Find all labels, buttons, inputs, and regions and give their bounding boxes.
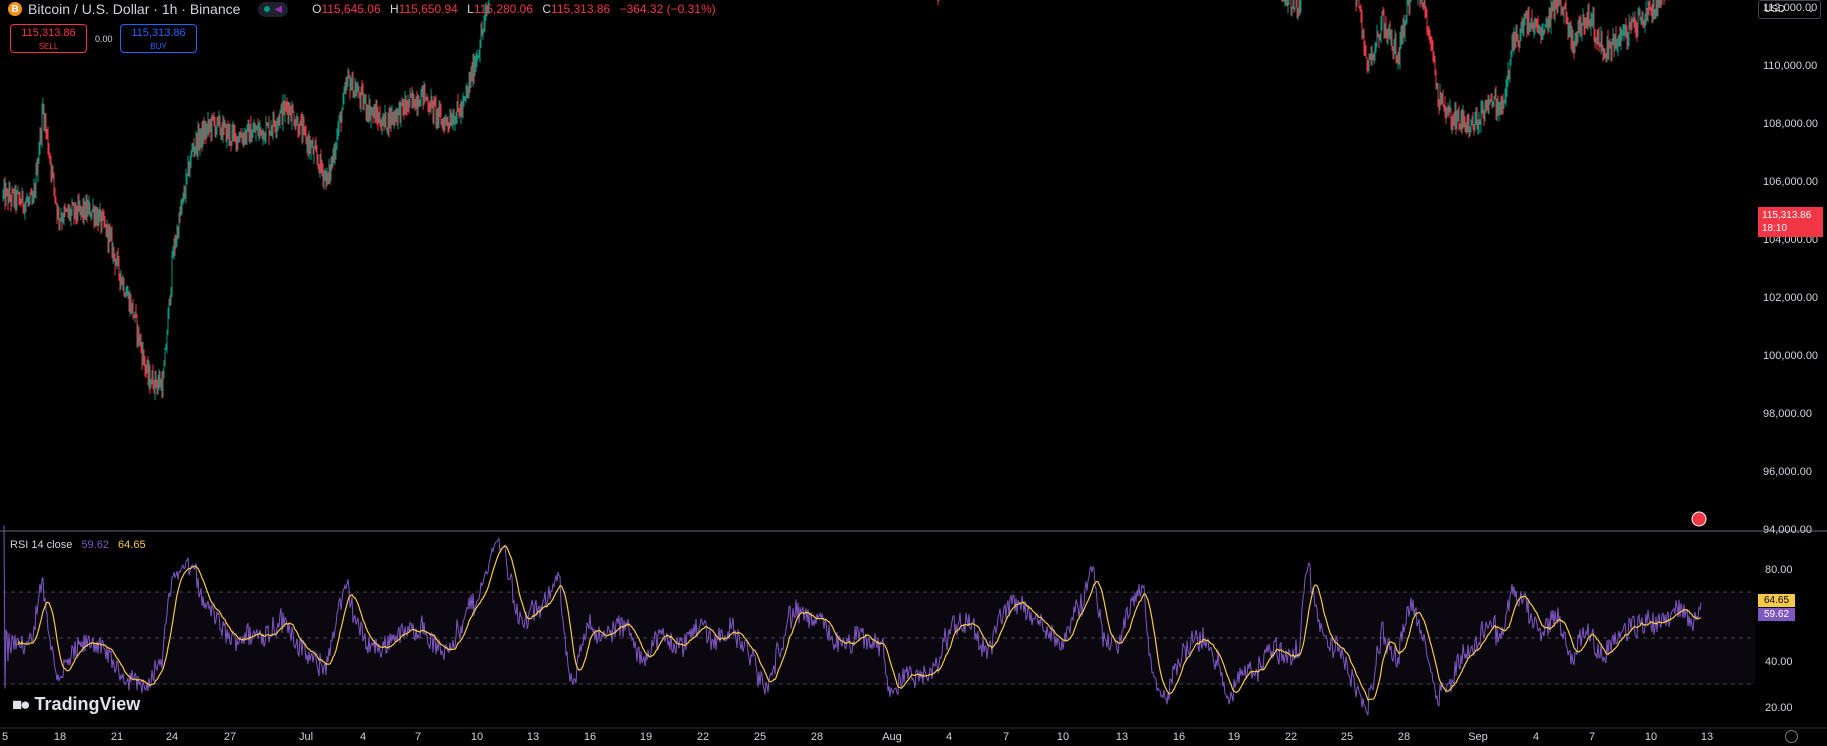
bar-countdown: 18:10	[1762, 223, 1788, 234]
change-readout: −364.32 (−0.31%)	[619, 2, 716, 16]
rsi-line	[3, 525, 1702, 716]
chevron-down-icon: ⌄	[1806, 4, 1815, 15]
rsi-header[interactable]: RSI 14 close 59.62 64.65	[10, 539, 146, 551]
tradingview-logo[interactable]: ■● TradingView	[12, 694, 140, 715]
market-open-icon	[264, 6, 271, 12]
time-axis-label: 25	[1341, 731, 1353, 743]
price-axis-label: 104,000.00	[1763, 234, 1818, 246]
sell-label: SELL	[38, 42, 59, 51]
time-axis-label: 13	[527, 731, 539, 743]
time-axis-label: 21	[111, 731, 123, 743]
time-axis-label: 10	[471, 731, 483, 743]
time-axis-label: 7	[1589, 731, 1595, 743]
buy-label: BUY	[150, 42, 167, 51]
currency-label: USD	[1764, 4, 1786, 15]
last-price-tag: 115,313.86 18:10	[1758, 207, 1823, 237]
symbol-header[interactable]: B Bitcoin / U.S. Dollar · 1h · Binance ◀…	[8, 1, 722, 17]
price-axis-label: 96,000.00	[1763, 466, 1812, 478]
time-axis-label: 4	[360, 731, 366, 743]
time-axis-label: 27	[224, 731, 236, 743]
time-axis-label: 4	[1533, 731, 1539, 743]
price-axis-label: 94,000.00	[1763, 524, 1812, 536]
price-axis-label: 108,000.00	[1763, 118, 1818, 130]
currency-selector[interactable]: USD ⌄	[1758, 0, 1821, 19]
time-axis-label: 22	[1285, 731, 1297, 743]
buy-price: 115,313.86	[131, 27, 186, 39]
ohlc-readout: O115,645.06 H115,650.94 L115,280.06 C115…	[312, 2, 716, 16]
sell-button[interactable]: 115,313.86 SELL	[10, 24, 87, 53]
spread-value: 0.00	[95, 34, 113, 44]
price-axis-label: 106,000.00	[1763, 176, 1818, 188]
rsi-ma-line	[17, 545, 1702, 701]
time-axis-label: 18	[54, 731, 66, 743]
price-axis-label: 98,000.00	[1763, 408, 1812, 420]
time-axis-label: 10	[1645, 731, 1657, 743]
time-axis-label: 24	[166, 731, 178, 743]
price-axis-label: 102,000.00	[1763, 292, 1818, 304]
time-axis-label: 16	[584, 731, 596, 743]
time-axis-label: Jul	[299, 731, 313, 743]
time-axis-label: 28	[1398, 731, 1410, 743]
event-flag-icon	[1691, 511, 1707, 527]
price-axis-label: 100,000.00	[1763, 350, 1818, 362]
rsi-axis-label: 80.00	[1765, 564, 1793, 576]
tradingview-logo-icon: ■●	[12, 694, 30, 714]
price-axis-label: 112,000.00	[1763, 2, 1817, 14]
time-axis-label: 10	[1057, 731, 1069, 743]
time-axis-label: 25	[754, 731, 766, 743]
time-axis-label: 7	[415, 731, 421, 743]
rsi-ma-tag: 64.65	[1758, 594, 1795, 607]
rsi-ma-value: 64.65	[118, 539, 146, 551]
time-axis-label: 28	[811, 731, 823, 743]
rsi-axis-label: 40.00	[1765, 656, 1793, 668]
settings-icon[interactable]	[1785, 730, 1798, 743]
price-axis-label: 110,000.00	[1763, 60, 1817, 72]
rsi-label: RSI 14 close	[10, 539, 73, 551]
time-axis-label: 13	[1701, 731, 1713, 743]
rsi-value-tag: 59.62	[1758, 608, 1795, 621]
time-axis-label: 7	[1003, 731, 1009, 743]
time-axis-label: 13	[1116, 731, 1128, 743]
bitcoin-icon: B	[8, 2, 22, 16]
time-axis-label: 22	[697, 731, 709, 743]
time-axis-label: 4	[946, 731, 952, 743]
time-axis-label: 16	[1173, 731, 1185, 743]
time-axis-label: 19	[640, 731, 652, 743]
logo-text: TradingView	[34, 694, 141, 714]
time-axis-label: 5	[2, 731, 8, 743]
share-icon: ◀	[274, 3, 283, 15]
buy-button[interactable]: 115,313.86 BUY	[120, 24, 197, 53]
time-axis-label: Sep	[1468, 731, 1488, 743]
symbol-title: Bitcoin / U.S. Dollar · 1h · Binance	[28, 1, 241, 17]
time-axis-label: Aug	[882, 731, 902, 743]
rsi-value: 59.62	[81, 539, 109, 551]
last-price: 115,313.86	[1762, 210, 1812, 221]
rsi-axis-label: 20.00	[1765, 702, 1793, 714]
status-indicators[interactable]: ◀	[258, 1, 289, 17]
sell-price: 115,313.86	[21, 27, 76, 39]
time-axis-label: 19	[1228, 731, 1240, 743]
